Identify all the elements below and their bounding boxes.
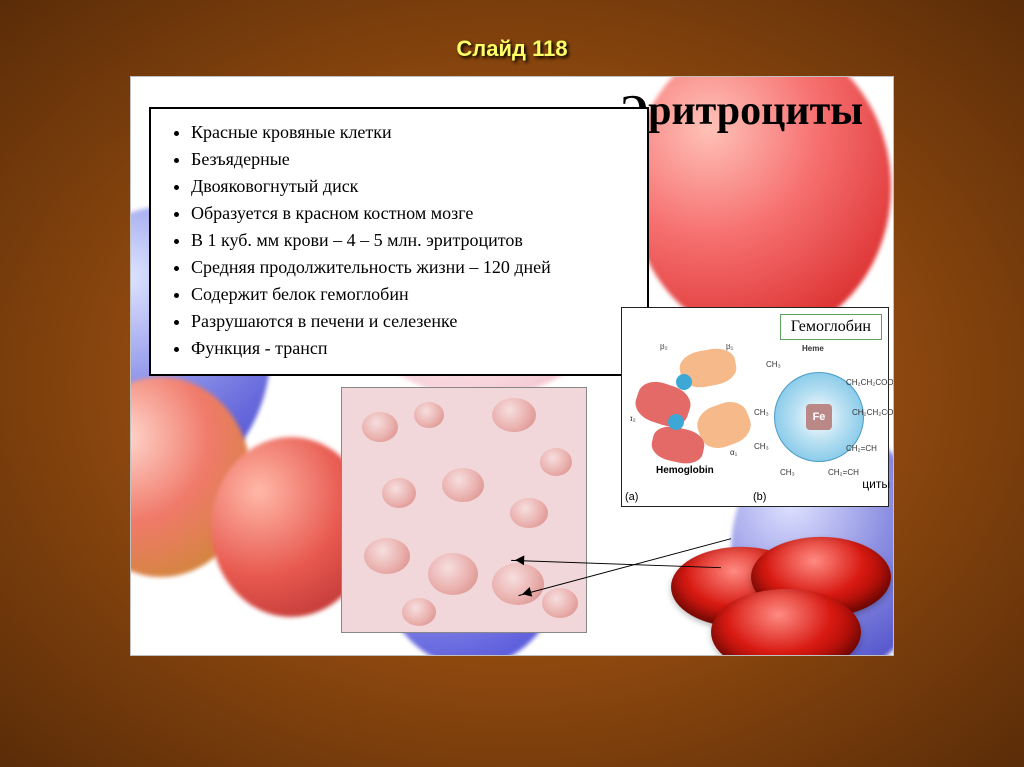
chem-group: CH₃ [754, 408, 769, 417]
slide-title: Слайд 118 [0, 36, 1024, 62]
chem-group: CH₂=CH [828, 468, 859, 477]
subunit-label: α₂ [630, 414, 636, 423]
bullet-item: Двояковогнутый диск [191, 173, 629, 200]
microscope-image [341, 387, 587, 633]
annotation-a: (a) [625, 491, 638, 503]
chem-group: CH₂=CH [846, 444, 877, 453]
bullet-item: Разрушаются в печени и селезенке [191, 308, 629, 335]
bullet-item: Содержит белок гемоглобин [191, 281, 629, 308]
subunit-label: β₁ [726, 344, 733, 351]
hemoglobin-label: Гемоглобин [780, 314, 882, 340]
micro-cell [362, 412, 398, 442]
micro-cell [414, 402, 444, 428]
heme-dot [668, 414, 684, 430]
micro-cell [510, 498, 548, 528]
bullet-item: Безъядерные [191, 146, 629, 173]
bullet-item: Средняя продолжительность жизни – 120 дн… [191, 254, 629, 281]
main-title: Эритроциты [620, 87, 863, 135]
chem-group: CH₂CH₂COOH [846, 378, 894, 387]
chem-group: CH₃ [766, 360, 781, 369]
cutoff-text: циты [862, 477, 890, 491]
micro-cell [382, 478, 416, 508]
bullet-item: Образуется в красном костном мозге [191, 200, 629, 227]
bullet-item: В 1 куб. мм крови – 4 – 5 млн. эритроцит… [191, 227, 629, 254]
micro-cell [428, 553, 478, 595]
slide-content: Эритроциты Красные кровяные клеткиБезъяд… [130, 76, 894, 656]
bullet-list: Красные кровяные клеткиБезъядерныеДвояко… [175, 119, 629, 362]
micro-cell [364, 538, 410, 574]
micro-cell [402, 598, 436, 626]
micro-cell [492, 398, 536, 432]
bullet-box: Красные кровяные клеткиБезъядерныеДвояко… [149, 107, 649, 376]
subunit-label: α₁ [730, 448, 737, 457]
hemoglobin-structure: β₁ β₂ α₂ α₁ [630, 344, 754, 468]
hemoglobin-caption: Hemoglobin [656, 465, 714, 476]
annotation-b: (b) [753, 491, 766, 503]
hemoglobin-diagram: Гемоглобин β₁ β₂ α₂ α₁ Hemoglobin Heme F… [621, 307, 889, 507]
heme-chem: Heme Fe CH₃ CH₂CH₂COOH CH₃ CH₂CH₂COOH CH… [760, 344, 880, 494]
chem-group: CH₃ [780, 468, 795, 477]
micro-cell [542, 588, 578, 618]
micro-cell [540, 448, 572, 476]
fe-atom: Fe [806, 404, 832, 430]
chem-group: CH₂CH₂COOH [852, 408, 894, 417]
chem-group: CH₃ [754, 442, 769, 451]
bullet-item: Красные кровяные клетки [191, 119, 629, 146]
heme-label: Heme [802, 344, 824, 353]
heme-dot [676, 374, 692, 390]
bullet-item: Функция - трансп [191, 335, 629, 362]
micro-cell [442, 468, 484, 502]
subunit-label: β₂ [660, 344, 668, 351]
rbc-group [671, 507, 891, 656]
